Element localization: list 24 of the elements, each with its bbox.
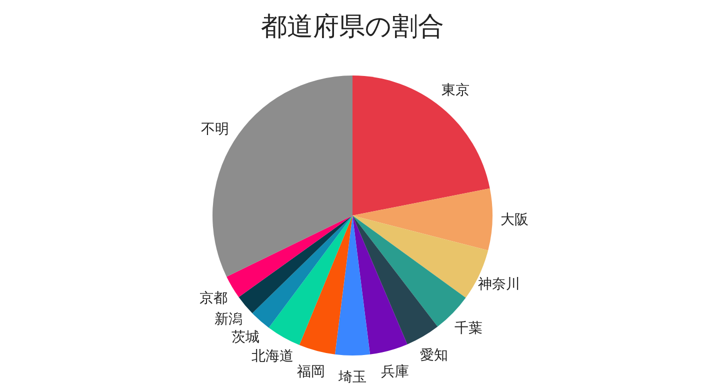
pie-slice [238, 216, 352, 314]
pie-slice [226, 216, 352, 298]
slice-label: 兵庫 [380, 364, 409, 380]
pie-slice [252, 216, 352, 328]
slice-label: 新潟 [214, 312, 242, 328]
slice-label: 茨城 [232, 329, 260, 346]
slice-label: 神奈川 [478, 276, 520, 292]
slice-label: 不明 [201, 122, 230, 138]
slice-label: 埼玉 [338, 370, 366, 385]
slice-label: 福岡 [297, 364, 326, 380]
pie-slice [352, 188, 492, 250]
slice-label: 北海道 [252, 348, 294, 364]
slice-label: 千葉 [454, 320, 482, 337]
pie-slice [334, 216, 370, 356]
pie-slice [352, 76, 490, 216]
pie-slice [352, 216, 408, 354]
pie-slice [299, 216, 352, 354]
slice-label: 京都 [199, 290, 228, 306]
chart-title: 都道府県の割合 [261, 12, 444, 42]
pie-slice [352, 216, 438, 344]
slice-label: 愛知 [420, 347, 448, 364]
slice-label: 東京 [441, 82, 470, 98]
pie-slice [268, 216, 352, 346]
slice-label: 大阪 [500, 212, 528, 228]
